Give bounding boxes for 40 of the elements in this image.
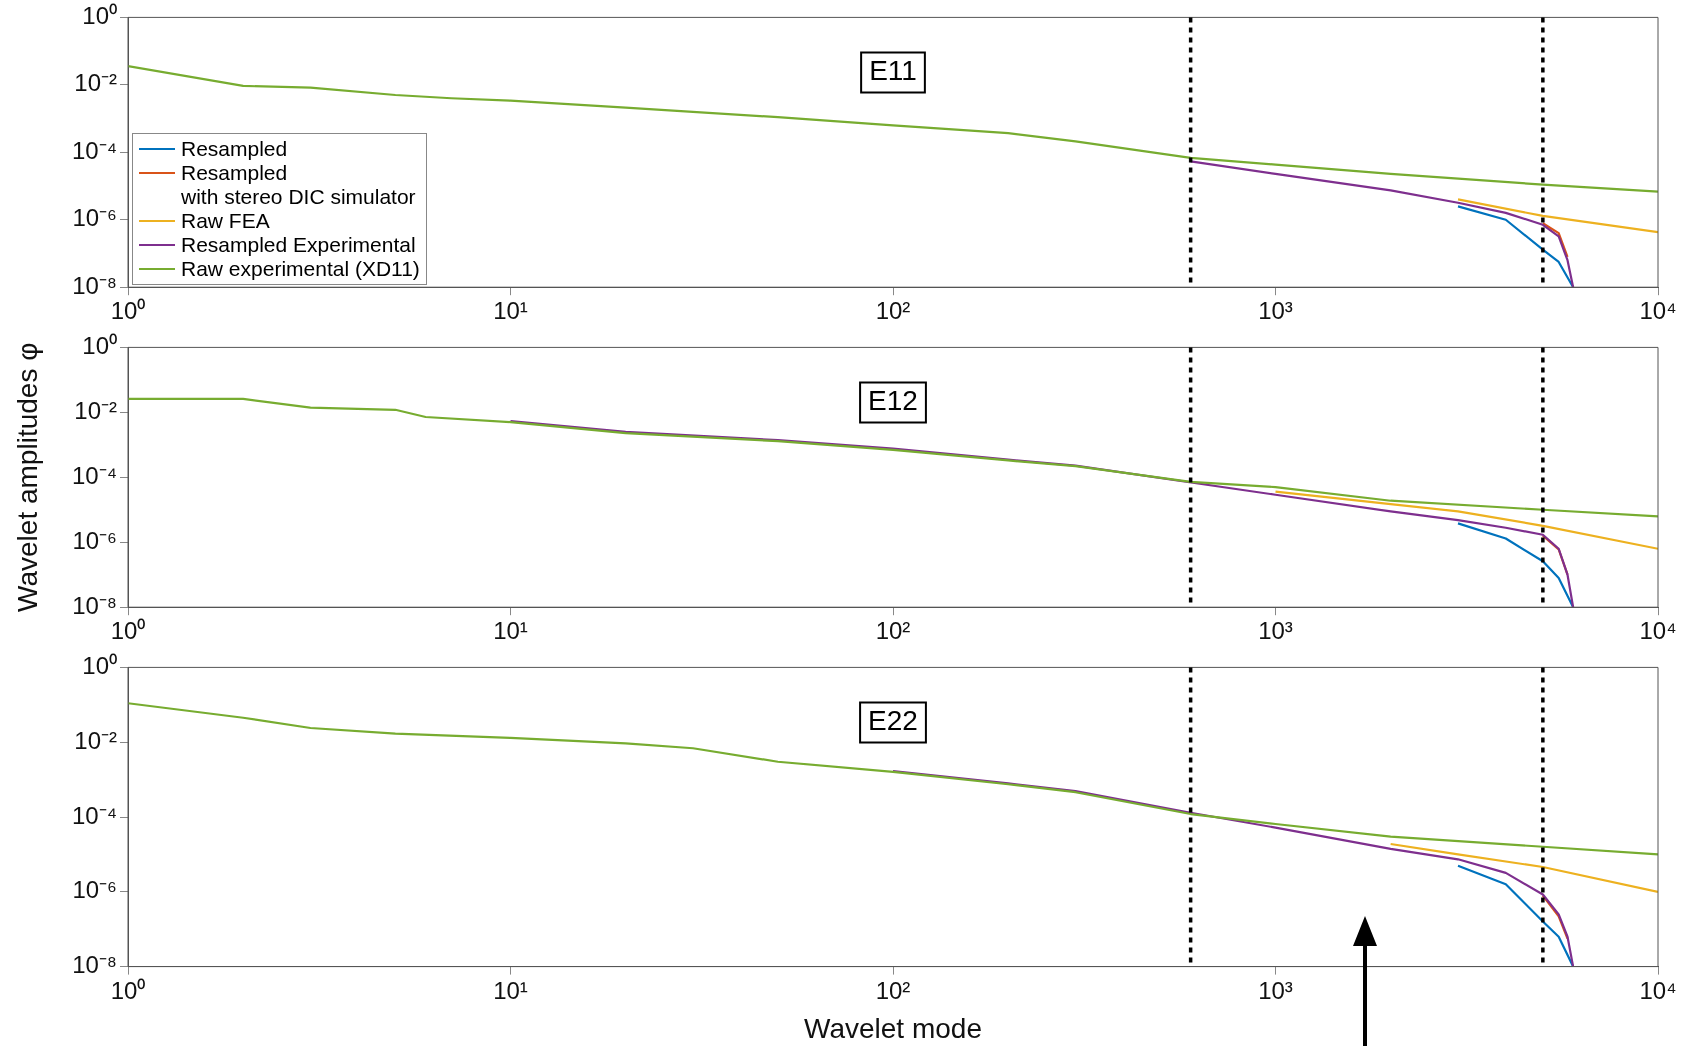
x-tick-label: 10² <box>875 617 911 645</box>
y-tick-label: 10⁻⁶ <box>72 526 117 554</box>
legend-label: Raw experimental (XD11) <box>181 257 420 282</box>
y-tick-label: 10⁻² <box>74 69 118 97</box>
y-tick-label: 10⁻² <box>74 396 118 424</box>
x-axis-title: Wavelet mode <box>804 1012 982 1044</box>
y-tick-label: 10⁻⁸ <box>72 271 117 299</box>
annotation: E22 <box>868 705 918 737</box>
x-tick-label: 10² <box>875 976 911 1004</box>
y-tick-label: 10⁰ <box>82 2 117 30</box>
legend-label: Resampled Experimental <box>181 233 416 258</box>
x-tick-label: 10³ <box>1258 297 1293 325</box>
x-tick-label: 10⁰ <box>110 976 146 1004</box>
x-tick-label: 10¹ <box>493 617 528 645</box>
x-tick-label: 10¹ <box>493 976 528 1004</box>
x-tick-label: 10³ <box>1258 617 1293 645</box>
y-tick-label: 10⁻⁶ <box>72 876 117 904</box>
legend-label: Raw FEA <box>181 209 270 234</box>
x-tick-label: 10³ <box>1258 976 1293 1004</box>
y-tick-label: 10⁰ <box>82 652 117 680</box>
x-tick-label: 10¹ <box>493 297 528 325</box>
y-tick-label: 10⁻⁶ <box>72 204 117 232</box>
legend-label: Resampled <box>181 137 288 162</box>
y-tick-label: 10⁻⁸ <box>72 591 117 619</box>
x-tick-label: 10⁰ <box>110 297 146 325</box>
y-tick-label: 10⁻⁴ <box>71 136 117 164</box>
y-tick-label: 10⁻⁴ <box>71 801 117 829</box>
annotation: E11 <box>869 55 917 87</box>
y-tick-label: 10⁻² <box>74 726 118 754</box>
legend-label: Resampled with stereo DIC simulator <box>181 161 416 210</box>
y-tick-label: 10⁻⁴ <box>71 461 117 489</box>
x-tick-label: 10⁰ <box>110 617 146 645</box>
y-axis-title: Wavelet amplitudes φ <box>11 342 43 612</box>
annotation: E12 <box>868 385 918 417</box>
x-tick-label: 10² <box>875 297 911 325</box>
x-tick-label: 10⁴ <box>1639 297 1677 325</box>
y-tick-label: 10⁰ <box>82 332 117 360</box>
x-tick-label: 10⁴ <box>1639 976 1677 1004</box>
x-tick-label: 10⁴ <box>1639 617 1677 645</box>
y-tick-label: 10⁻⁸ <box>72 951 117 979</box>
